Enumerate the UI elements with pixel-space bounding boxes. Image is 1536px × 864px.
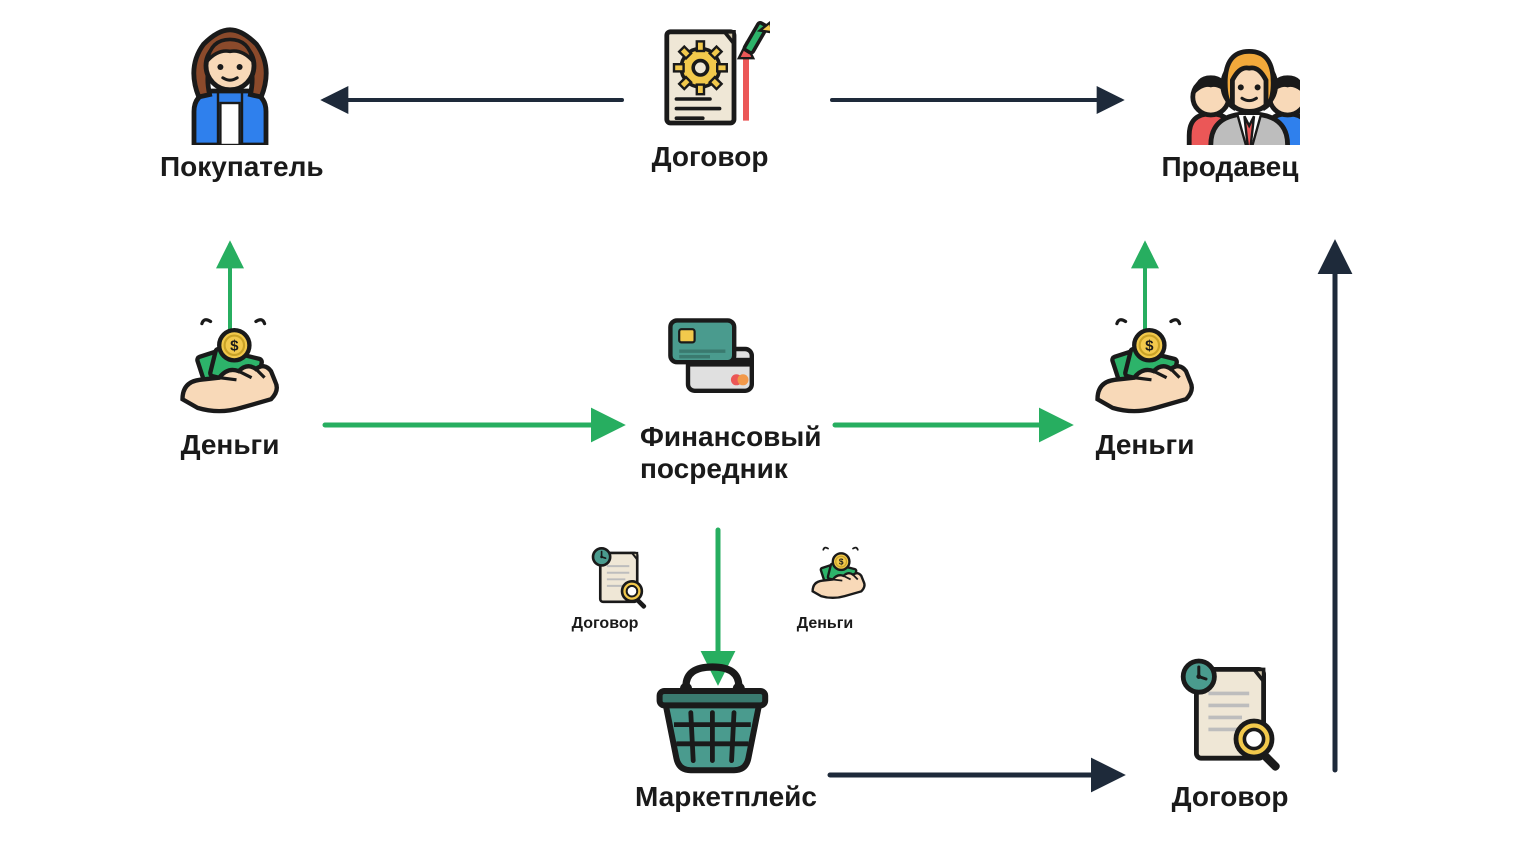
contract-right-label: Договор	[1155, 781, 1305, 813]
node-seller: Продавец	[1150, 25, 1310, 183]
svg-text:$: $	[839, 557, 844, 567]
woman-icon	[160, 25, 300, 145]
contract-label: Договор	[640, 141, 780, 173]
money-right-label: Деньги	[1075, 429, 1215, 461]
svg-text:$: $	[230, 338, 239, 355]
basket-icon	[635, 655, 785, 775]
marketplace-label: Маркетплейс	[635, 781, 785, 813]
doc-search-icon	[1155, 655, 1305, 775]
node-buyer: Покупатель	[160, 25, 300, 183]
people-icon	[1150, 25, 1310, 145]
doc-search-icon	[570, 545, 640, 615]
node-money-right: $ Деньги	[1075, 315, 1215, 461]
node-money-left: $ Деньги	[160, 315, 300, 461]
document-gear-icon	[640, 15, 780, 135]
node-marketplace: Маркетплейс	[635, 655, 785, 813]
node-financial-intermediary: Финансовый посредник	[640, 305, 780, 485]
node-mini-money: $ Деньги	[790, 545, 860, 633]
hand-cash-icon: $	[160, 315, 300, 423]
hand-cash-icon: $	[790, 545, 860, 615]
seller-label: Продавец	[1150, 151, 1310, 183]
node-contract-top: Договор	[640, 15, 780, 173]
cards-icon	[640, 305, 780, 415]
node-contract-right: Договор	[1155, 655, 1305, 813]
svg-text:$: $	[1145, 338, 1154, 355]
buyer-label: Покупатель	[160, 151, 300, 183]
fin-label: Финансовый посредник	[640, 421, 780, 485]
money-left-label: Деньги	[160, 429, 300, 461]
mini-doc-label: Договор	[570, 615, 640, 633]
hand-cash-icon: $	[1075, 315, 1215, 423]
node-mini-contract: Договор	[570, 545, 640, 633]
mini-money-label: Деньги	[790, 615, 860, 633]
